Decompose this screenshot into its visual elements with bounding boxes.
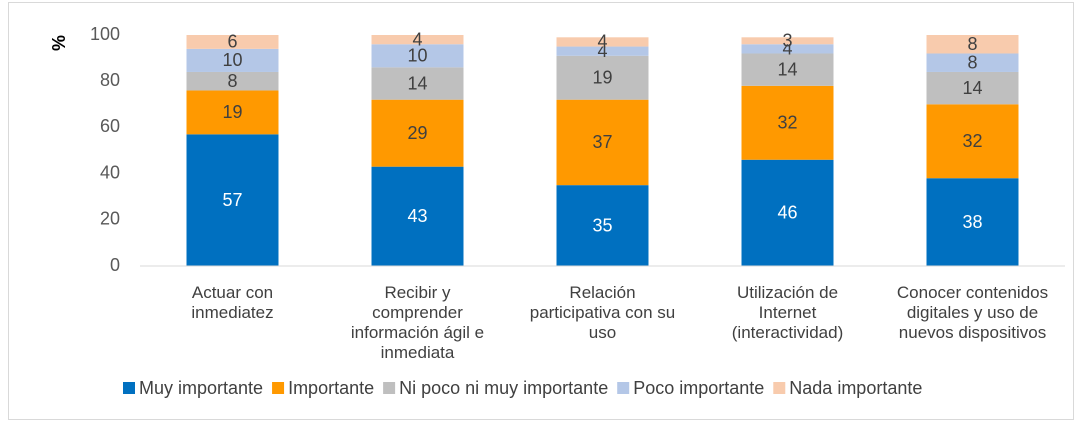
- data-label: 8: [967, 34, 977, 54]
- data-label: 46: [777, 203, 797, 223]
- bar-segment: [186, 35, 279, 49]
- data-label: 6: [227, 32, 237, 52]
- bar-segment: [186, 134, 279, 266]
- bar-segment: [741, 37, 834, 45]
- legend-swatch: [383, 382, 396, 394]
- legend-swatch: [773, 382, 786, 394]
- bar-segment: [926, 53, 1019, 72]
- bar-segment: [926, 35, 1019, 54]
- data-label: 4: [412, 29, 422, 49]
- bar-segment: [371, 44, 464, 68]
- data-label: 38: [962, 212, 982, 232]
- data-label: 4: [782, 39, 792, 59]
- bar-segment: [186, 71, 279, 91]
- chart-border: [8, 2, 1074, 420]
- data-label: 57: [222, 190, 242, 210]
- legend-swatch: [617, 382, 630, 394]
- data-label: 10: [407, 46, 427, 66]
- y-tick-label: 40: [100, 162, 120, 182]
- data-label: 4: [597, 41, 607, 61]
- y-tick-label: 60: [100, 116, 120, 136]
- y-tick-label: 80: [100, 70, 120, 90]
- bar-segment: [556, 46, 649, 56]
- legend-label: Importante: [288, 378, 374, 398]
- data-label: 37: [592, 132, 612, 152]
- x-tick-label: Conocer contenidos digitales y uso de nu…: [896, 283, 1049, 342]
- data-label: 19: [222, 102, 242, 122]
- data-label: 29: [407, 123, 427, 143]
- bar-segment: [371, 99, 464, 167]
- bar-segment: [556, 55, 649, 100]
- bar-segment: [371, 35, 464, 45]
- bar-segment: [741, 53, 834, 86]
- data-label: 43: [407, 206, 427, 226]
- data-label: 32: [962, 131, 982, 151]
- legend-label: Muy importante: [139, 378, 263, 398]
- y-tick-label: 0: [110, 255, 120, 275]
- data-label: 32: [777, 113, 797, 133]
- x-tick-label: Utilización de Internet (interactividad): [731, 283, 844, 342]
- y-tick-label: 20: [100, 209, 120, 229]
- data-label: 19: [592, 67, 612, 87]
- legend-label: Nada importante: [789, 378, 922, 398]
- legend-label: Ni poco ni muy importante: [399, 378, 608, 398]
- x-tick-label: Actuar con inmediatez: [191, 283, 274, 322]
- data-label: 14: [407, 73, 427, 93]
- bar-segment: [926, 178, 1019, 266]
- bar-segment: [556, 99, 649, 186]
- bar-segment: [556, 185, 649, 266]
- bar-segment: [556, 37, 649, 47]
- data-label: 8: [967, 52, 977, 72]
- x-tick-label: Relación participativa con su uso: [529, 283, 676, 342]
- bar-segment: [741, 85, 834, 160]
- data-label: 3: [782, 31, 792, 51]
- bar-segment: [371, 67, 464, 100]
- y-axis-label: %: [49, 35, 69, 51]
- bar-segment: [371, 166, 464, 266]
- legend-swatch: [272, 382, 285, 394]
- data-label: 14: [962, 78, 982, 98]
- bar-segment: [926, 104, 1019, 179]
- legend-swatch: [123, 382, 135, 394]
- bar-segment: [926, 71, 1019, 105]
- x-tick-label: Recibir y comprender información ágil e …: [350, 283, 485, 362]
- legend-label: Poco importante: [633, 378, 764, 398]
- data-label: 8: [227, 71, 237, 91]
- data-label: 35: [592, 215, 612, 235]
- bar-segment: [186, 48, 279, 72]
- bar-segment: [741, 44, 834, 54]
- data-label: 14: [777, 59, 797, 79]
- bar-segment: [186, 90, 279, 135]
- y-tick-label: 100: [90, 24, 120, 44]
- bar-segment: [741, 159, 834, 266]
- data-label: 4: [597, 32, 607, 52]
- data-label: 10: [222, 50, 242, 70]
